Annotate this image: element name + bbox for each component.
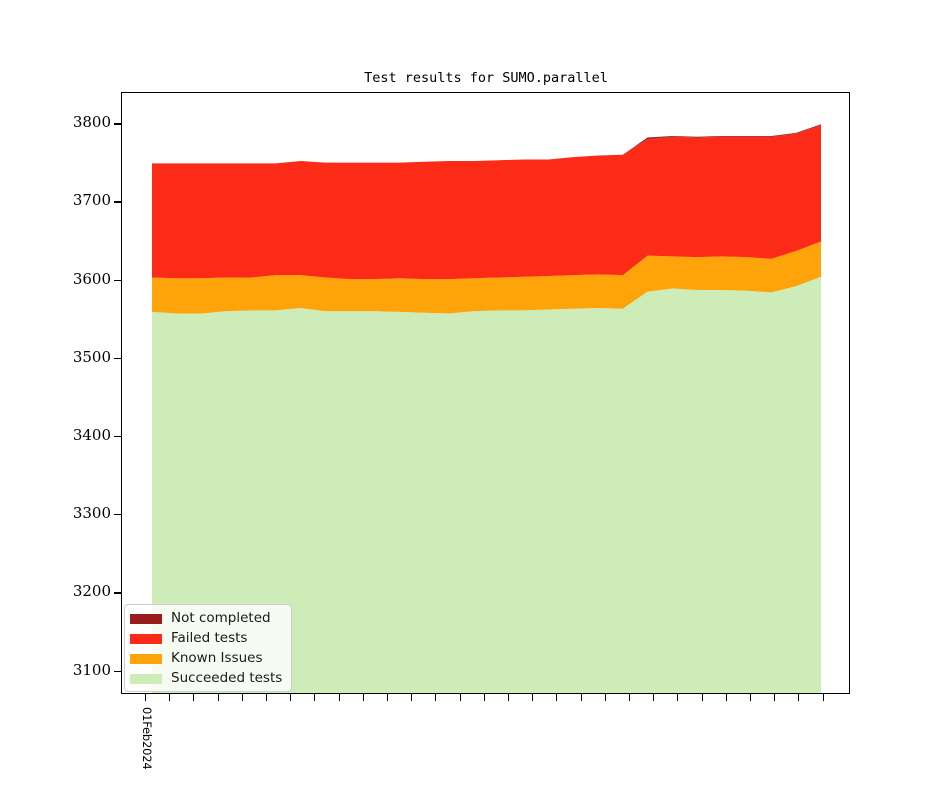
area-series-succeeded-tests xyxy=(152,276,821,693)
legend-item[interactable]: Known Issues xyxy=(130,649,285,669)
legend-color-swatch xyxy=(130,674,162,684)
y-axis-tick-mark xyxy=(114,357,121,360)
x-axis-tick-mark xyxy=(484,694,486,701)
x-axis-tick-mark xyxy=(363,694,365,701)
y-axis-tick-label: 3600 xyxy=(72,269,111,288)
x-axis-tick-mark xyxy=(581,694,583,701)
x-axis-tick-mark xyxy=(823,694,825,701)
x-axis-tick-mark xyxy=(774,694,776,701)
legend-color-swatch xyxy=(130,614,162,624)
legend-item[interactable]: Succeeded tests xyxy=(130,669,285,689)
y-axis-tick-mark xyxy=(114,436,121,438)
x-axis-tick-mark xyxy=(532,694,534,701)
x-axis-first-tick-label: 01Feb2024 xyxy=(140,707,154,770)
legend-item[interactable]: Not completed xyxy=(130,609,285,629)
x-axis-tick-mark xyxy=(218,694,220,701)
x-axis-tick-mark xyxy=(750,694,752,701)
x-axis-tick-mark xyxy=(145,694,147,701)
x-axis-tick-mark xyxy=(605,694,607,701)
x-axis-tick-mark xyxy=(460,694,462,701)
y-axis-tick-labels: 3100 3200 3300 3400 3500 3600 3700 3800 xyxy=(0,0,111,787)
x-axis-tick-mark xyxy=(702,694,704,701)
y-axis-tick-label: 3200 xyxy=(72,582,111,601)
x-axis-tick-mark xyxy=(290,694,292,701)
x-axis-tick-mark xyxy=(314,694,316,701)
x-axis-tick-mark xyxy=(411,694,413,701)
legend-item-label: Not completed xyxy=(171,610,271,627)
chart-title: Test results for SUMO.parallel xyxy=(364,70,608,86)
y-axis-tick-mark xyxy=(114,123,121,125)
x-axis-tick-mark xyxy=(726,694,728,701)
x-axis-tick-mark xyxy=(508,694,510,701)
chart-legend: Not completed Failed tests Known Issues Suc… xyxy=(124,604,292,692)
y-axis-tick-mark xyxy=(114,514,121,516)
x-axis-tick-mark xyxy=(242,694,244,701)
y-axis-tick-mark xyxy=(114,201,121,203)
y-axis-tick-mark xyxy=(114,670,121,672)
stacked-area-plot xyxy=(152,124,821,693)
area-series-known-issues xyxy=(152,241,821,314)
x-axis-tick-mark xyxy=(266,694,268,701)
x-axis-tick-mark xyxy=(629,694,631,701)
x-axis-tick-mark xyxy=(339,694,341,701)
x-axis-tick-mark xyxy=(556,694,558,701)
y-axis-tick-label: 3800 xyxy=(72,113,111,132)
x-axis-tick-mark xyxy=(193,694,195,701)
x-axis-tick-mark xyxy=(798,694,800,701)
legend-color-swatch xyxy=(130,634,162,644)
y-axis-tick-mark xyxy=(114,279,121,281)
legend-item[interactable]: Failed tests xyxy=(130,629,285,649)
x-axis-tick-mark xyxy=(387,694,389,701)
plot-area xyxy=(121,92,850,694)
legend-item-label: Failed tests xyxy=(171,630,248,647)
legend-item-label: Known Issues xyxy=(171,650,263,667)
x-axis-tick-mark xyxy=(435,694,437,701)
x-axis-tick-mark xyxy=(169,694,171,701)
x-axis-tick-mark xyxy=(653,694,655,701)
y-axis-tick-label: 3700 xyxy=(72,191,111,210)
legend-item-label: Succeeded tests xyxy=(171,670,283,687)
y-axis-tick-label: 3100 xyxy=(72,660,111,679)
area-series-failed-tests xyxy=(152,125,821,280)
x-axis-tick-mark xyxy=(677,694,679,701)
y-axis-tick-label: 3300 xyxy=(72,504,111,523)
y-axis-tick-label: 3500 xyxy=(72,347,111,366)
y-axis-tick-label: 3400 xyxy=(72,426,111,444)
legend-color-swatch xyxy=(130,654,162,664)
y-axis-tick-mark xyxy=(114,592,121,594)
